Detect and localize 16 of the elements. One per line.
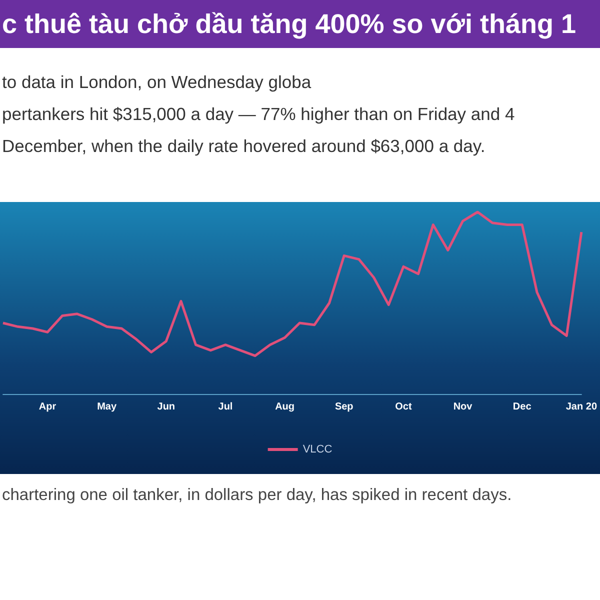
text: pertankers hit $315,000 a day — 77% higher than on Friday and 4: [2, 103, 515, 126]
x-tick-label: Aug: [275, 402, 295, 412]
x-tick-label: May: [97, 402, 117, 412]
x-tick-label: Dec: [512, 402, 532, 412]
text: December, when the daily rate hovered around $63,000 a day.: [2, 135, 486, 158]
x-tick-label: Apr: [38, 402, 56, 412]
legend-label: VLCC: [302, 444, 332, 456]
chart-title: c thuê tàu chở dầu tăng 400% so với tháng 1: [0, 0, 600, 48]
x-tick-label: Nov: [453, 402, 473, 412]
x-tick-label: Jul: [218, 402, 233, 412]
x-tick-label: Sep: [334, 402, 354, 412]
x-tick-label: Jan 20: [566, 402, 598, 412]
x-tick-label: Oct: [395, 402, 412, 412]
text: chartering one oil tanker, in dollars per day, has spiked in recent days.: [2, 486, 512, 505]
x-tick-label: Jun: [157, 402, 176, 412]
text: to data in London, on Wednesday globa: [2, 71, 312, 94]
